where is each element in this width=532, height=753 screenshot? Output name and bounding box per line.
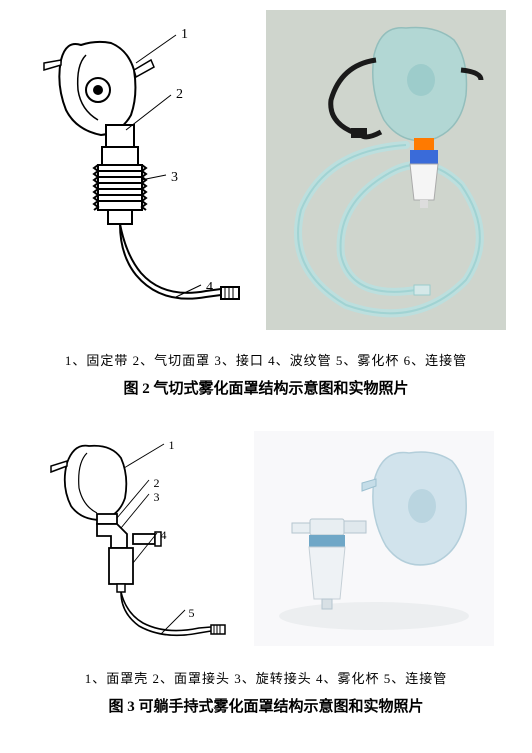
callout-1b: 1: [169, 438, 175, 453]
figure-3-block: 1 2 3 4 5: [15, 428, 517, 716]
figure-3-diagram-svg: [39, 428, 234, 648]
figure-2-images: 1 2 3 4: [15, 10, 517, 330]
figure-2-block: 1 2 3 4: [15, 10, 517, 398]
figure-2-diagram-svg: [26, 15, 246, 325]
figure-2-legend: 1、固定带 2、气切面罩 3、接口 4、波纹管 5、雾化杯 6、连接管: [15, 350, 517, 369]
callout-2: 2: [176, 87, 183, 103]
callout-5b: 5: [189, 606, 195, 621]
callout-1: 1: [181, 27, 188, 43]
figure-3-photo: [254, 431, 494, 646]
figure-2-photo: [266, 10, 506, 330]
figure-3-images: 1 2 3 4 5: [15, 428, 517, 648]
figure-3-diagram: 1 2 3 4 5: [39, 428, 234, 648]
figure-3-caption: 图 3 可躺手持式雾化面罩结构示意图和实物照片: [15, 695, 517, 716]
callout-3: 3: [171, 170, 178, 186]
callout-2b: 2: [154, 476, 160, 491]
callout-3b: 3: [154, 490, 160, 505]
figure-2-caption: 图 2 气切式雾化面罩结构示意图和实物照片: [15, 377, 517, 398]
callout-4b: 4: [161, 528, 167, 543]
figure-2-photo-svg: [266, 10, 506, 330]
figure-2-diagram: 1 2 3 4: [26, 15, 246, 325]
figure-3-legend: 1、面罩壳 2、面罩接头 3、旋转接头 4、雾化杯 5、连接管: [15, 668, 517, 687]
figure-3-photo-svg: [254, 431, 494, 646]
callout-4: 4: [206, 280, 213, 296]
